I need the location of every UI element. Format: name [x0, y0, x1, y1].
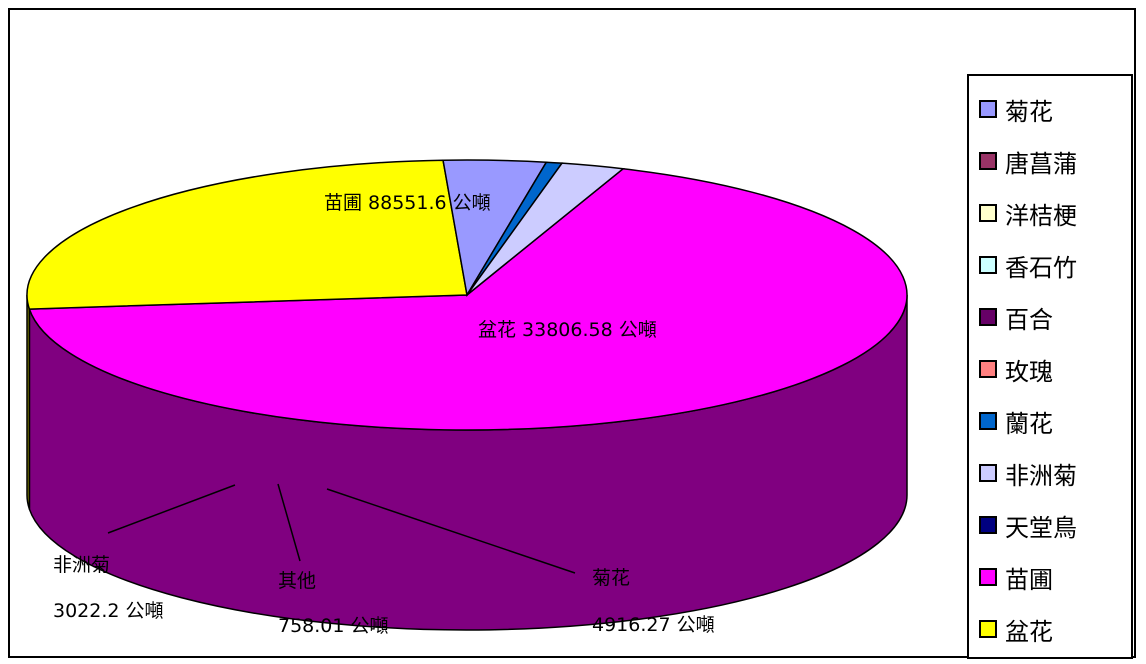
legend-swatch: [979, 568, 997, 586]
legend-label: 蘭花: [1005, 409, 1053, 438]
leader-lines: [107, 483, 576, 574]
legend-label: 苗圃: [1005, 565, 1053, 594]
legend-label: 非洲菊: [1005, 461, 1077, 490]
legend-swatch: [979, 360, 997, 378]
legend: 菊花唐菖蒲洋桔梗香石竹百合玫瑰蘭花非洲菊天堂鳥苗圃盆花: [967, 74, 1133, 659]
legend-label: 唐菖蒲: [1005, 149, 1077, 178]
legend-swatch: [979, 464, 997, 482]
label-chrysanthemum-name: 菊花: [592, 567, 631, 589]
legend-item: 香石竹: [979, 250, 1077, 282]
legend-swatch: [979, 256, 997, 274]
legend-item: 菊花: [979, 94, 1053, 126]
legend-item: 天堂鳥: [979, 510, 1077, 542]
slice-top-1: [26, 159, 468, 310]
label-other-value: 758.01 公噸: [278, 615, 389, 637]
legend-item: 苗圃: [979, 562, 1053, 594]
label-potted: 盆花 33806.58 公噸: [478, 319, 657, 341]
legend-swatch: [979, 412, 997, 430]
slice-top-0: [28, 167, 908, 431]
slice-top-4: [466, 162, 625, 296]
legend-item: 非洲菊: [979, 458, 1077, 490]
leader-line-2: [326, 488, 576, 574]
legend-swatch: [979, 620, 997, 638]
legend-label: 香石竹: [1005, 253, 1077, 282]
legend-label: 百合: [1005, 305, 1053, 334]
label-nursery: 苗圃 88551.6 公噸: [324, 192, 491, 214]
legend-item: 盆花: [979, 614, 1053, 646]
leader-line-0: [107, 484, 236, 534]
legend-label: 玫瑰: [1005, 357, 1053, 386]
legend-label: 洋桔梗: [1005, 201, 1077, 230]
label-gerbera-value: 3022.2 公噸: [53, 600, 164, 622]
label-gerbera-name: 非洲菊: [53, 554, 111, 576]
legend-swatch: [979, 100, 997, 118]
label-other-name: 其他: [278, 570, 317, 592]
legend-label: 菊花: [1005, 97, 1053, 126]
legend-swatch: [979, 152, 997, 170]
pie-tops: [26, 159, 908, 431]
legend-item: 蘭花: [979, 406, 1053, 438]
legend-item: 洋桔梗: [979, 198, 1077, 230]
slice-side-1-0: [26, 294, 31, 510]
legend-item: 百合: [979, 302, 1053, 334]
legend-swatch: [979, 516, 997, 534]
legend-swatch: [979, 204, 997, 222]
legend-label: 盆花: [1005, 617, 1053, 646]
legend-item: 唐菖蒲: [979, 146, 1077, 178]
legend-label: 天堂鳥: [1005, 513, 1077, 542]
legend-swatch: [979, 308, 997, 326]
leader-line-1: [277, 483, 301, 562]
label-chrysanthemum-value: 4916.27 公噸: [592, 614, 715, 636]
legend-item: 玫瑰: [979, 354, 1053, 386]
